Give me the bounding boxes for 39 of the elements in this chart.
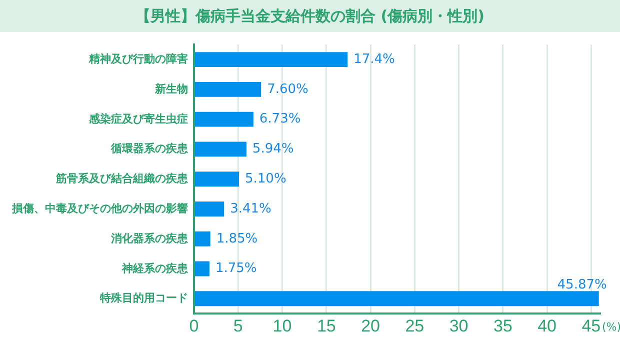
y-tick-label: 筋骨系及び結合組織の疾患 [55, 172, 189, 186]
bar [194, 231, 210, 246]
y-tick-label: 精神及び行動の障害 [88, 52, 188, 66]
y-tick-label: 消化器系の疾患 [110, 232, 189, 245]
x-tick-label: 35 [493, 316, 512, 336]
bar [194, 261, 210, 276]
y-tick-label: 循環器系の疾患 [110, 142, 189, 156]
x-axis-title: (%) [602, 320, 620, 334]
x-tick-label: 0 [189, 316, 199, 336]
y-tick-label: 神経系の疾患 [121, 262, 189, 275]
data-label: 5.94% [252, 142, 294, 157]
bar [194, 142, 246, 157]
data-label: 45.87% [557, 278, 607, 293]
chart-title: 【男性】傷病手当金支給件数の割合 (傷病別・性別) [0, 0, 620, 32]
bar [194, 202, 224, 216]
x-tick-label: 15 [316, 316, 336, 336]
x-tick-label: 10 [272, 316, 292, 336]
data-label: 5.10% [245, 171, 286, 186]
data-label: 3.41% [230, 201, 272, 216]
data-label: 7.60% [267, 82, 308, 97]
bar [194, 112, 254, 127]
bar [194, 52, 348, 68]
data-label: 1.85% [216, 231, 258, 246]
y-tick-label: 損傷、中毒及びその他の外因の影響 [11, 202, 188, 216]
x-tick-label: 25 [405, 316, 424, 336]
y-tick-label: 特殊目的用コード [99, 292, 188, 305]
bar [194, 291, 599, 306]
data-label: 1.75% [215, 261, 257, 276]
x-tick-label: 45 [582, 316, 601, 336]
x-tick-label: 5 [233, 316, 243, 336]
data-label: 6.73% [259, 112, 301, 127]
data-label: 17.4% [354, 52, 395, 67]
x-tick-label: 20 [361, 316, 380, 336]
y-tick-label: 感染症及び寄生虫症 [88, 112, 188, 126]
x-tick-label: 30 [449, 316, 468, 336]
x-tick-label: 40 [538, 316, 557, 336]
bar [194, 172, 240, 187]
bar [194, 82, 262, 97]
y-tick-label: 新生物 [154, 82, 188, 96]
